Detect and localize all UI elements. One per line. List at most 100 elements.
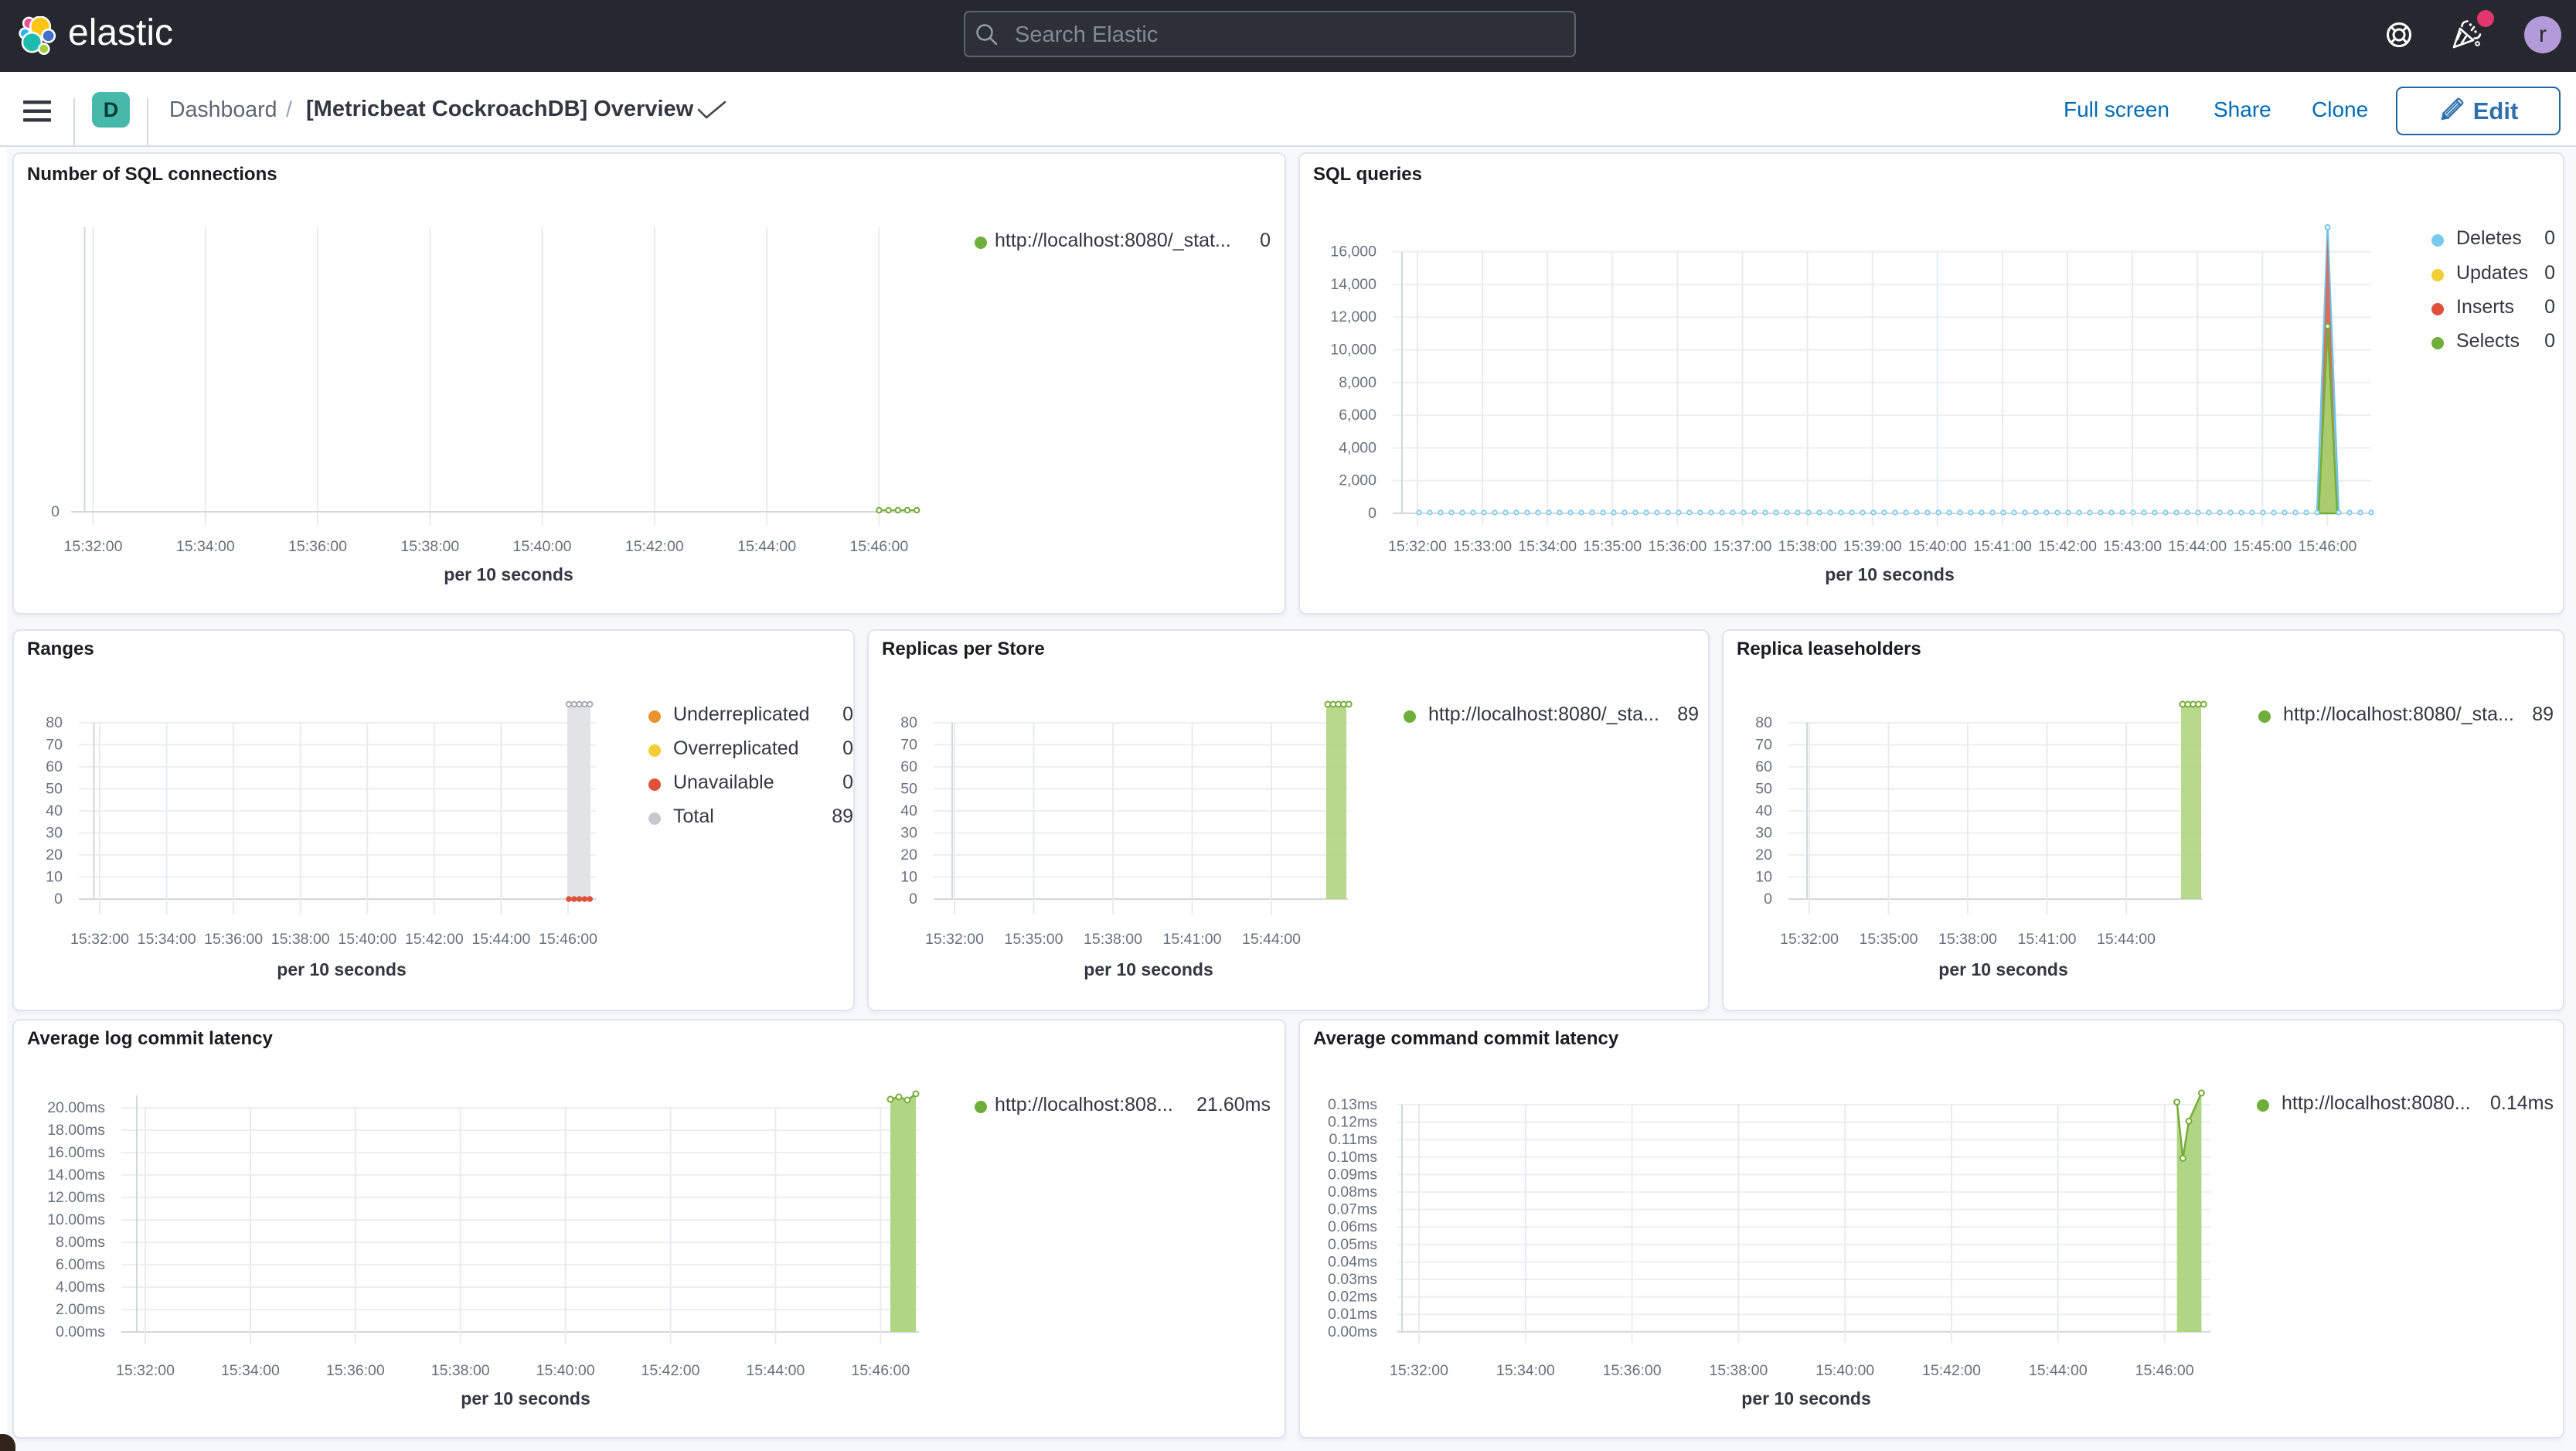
svg-text:15:44:00: 15:44:00	[2029, 1362, 2088, 1379]
svg-text:Unavailable: Unavailable	[673, 771, 774, 793]
svg-text:15:32:00: 15:32:00	[1388, 538, 1447, 555]
svg-text:70: 70	[1755, 737, 1772, 754]
svg-text:15:35:00: 15:35:00	[1860, 931, 1918, 948]
svg-text:15:44:00: 15:44:00	[737, 538, 796, 555]
svg-text:15:36:00: 15:36:00	[204, 931, 263, 948]
svg-text:15:46:00: 15:46:00	[539, 931, 597, 948]
svg-text:40: 40	[1755, 802, 1772, 819]
svg-text:Inserts: Inserts	[2456, 296, 2514, 318]
svg-text:70: 70	[46, 737, 63, 754]
svg-text:15:35:00: 15:35:00	[1583, 538, 1642, 555]
svg-text:15:46:00: 15:46:00	[2135, 1362, 2194, 1379]
svg-text:15:38:00: 15:38:00	[1938, 931, 1997, 948]
svg-text:20: 20	[900, 846, 917, 863]
svg-text:0: 0	[1368, 505, 1376, 522]
svg-text:Underreplicated: Underreplicated	[673, 703, 810, 725]
svg-text:15:39:00: 15:39:00	[1843, 538, 1902, 555]
svg-text:8,000: 8,000	[1339, 374, 1376, 391]
svg-text:15:41:00: 15:41:00	[2018, 931, 2077, 948]
svg-text:0.03ms: 0.03ms	[1328, 1271, 1377, 1288]
svg-text:http://localhost:8080/_stat...: http://localhost:8080/_stat...	[995, 230, 1231, 251]
svg-text:Average command commit latency: Average command commit latency	[1313, 1028, 1619, 1049]
svg-text:60: 60	[1755, 758, 1772, 775]
svg-text:15:46:00: 15:46:00	[2298, 538, 2357, 555]
svg-text:Number of SQL connections: Number of SQL connections	[27, 164, 277, 185]
svg-text:80: 80	[900, 714, 917, 731]
svg-text:70: 70	[900, 737, 917, 754]
svg-text:0.12ms: 0.12ms	[1328, 1114, 1377, 1131]
svg-text:0.08ms: 0.08ms	[1328, 1184, 1377, 1201]
svg-text:89: 89	[2532, 703, 2554, 725]
svg-text:0.14ms: 0.14ms	[2490, 1092, 2554, 1114]
svg-text:6.00ms: 6.00ms	[56, 1256, 105, 1273]
svg-text:0.10ms: 0.10ms	[1328, 1149, 1377, 1166]
svg-text:Replica leaseholders: Replica leaseholders	[1737, 639, 1921, 659]
svg-text:40: 40	[900, 802, 917, 819]
svg-text:50: 50	[46, 781, 63, 798]
svg-text:15:32:00: 15:32:00	[70, 931, 129, 948]
svg-text:16.00ms: 16.00ms	[47, 1144, 105, 1161]
svg-text:15:32:00: 15:32:00	[64, 538, 123, 555]
svg-text:15:42:00: 15:42:00	[405, 931, 464, 948]
svg-text:per 10 seconds: per 10 seconds	[1084, 959, 1213, 979]
svg-text:21.60ms: 21.60ms	[1196, 1094, 1271, 1115]
svg-text:15:44:00: 15:44:00	[471, 931, 530, 948]
svg-text:0: 0	[842, 737, 853, 759]
svg-text:30: 30	[1755, 825, 1772, 842]
svg-text:0.11ms: 0.11ms	[1329, 1131, 1378, 1148]
svg-text:15:34:00: 15:34:00	[1496, 1362, 1555, 1379]
svg-text:per 10 seconds: per 10 seconds	[444, 564, 573, 584]
svg-text:15:36:00: 15:36:00	[1603, 1362, 1662, 1379]
svg-text:Updates: Updates	[2456, 262, 2528, 284]
svg-text:0: 0	[51, 503, 60, 520]
svg-text:6,000: 6,000	[1339, 407, 1376, 424]
svg-text:http://localhost:8080/_sta...: http://localhost:8080/_sta...	[2283, 703, 2514, 725]
svg-text:0: 0	[1764, 891, 1772, 908]
svg-text:per 10 seconds: per 10 seconds	[1741, 1388, 1870, 1408]
svg-text:15:38:00: 15:38:00	[431, 1362, 490, 1379]
svg-text:2.00ms: 2.00ms	[56, 1301, 105, 1318]
svg-text:0.04ms: 0.04ms	[1328, 1253, 1377, 1270]
svg-text:per 10 seconds: per 10 seconds	[1825, 564, 1954, 584]
svg-text:15:44:00: 15:44:00	[746, 1362, 805, 1379]
svg-text:20: 20	[1755, 846, 1772, 863]
svg-text:10: 10	[46, 869, 63, 886]
svg-text:Total: Total	[673, 806, 714, 827]
svg-text:89: 89	[832, 806, 853, 827]
svg-text:30: 30	[46, 825, 63, 842]
svg-text:http://localhost:8080/_sta...: http://localhost:8080/_sta...	[1428, 703, 1659, 725]
svg-text:80: 80	[1755, 714, 1772, 731]
svg-text:0.09ms: 0.09ms	[1328, 1166, 1377, 1183]
svg-text:10.00ms: 10.00ms	[47, 1211, 105, 1228]
svg-text:14.00ms: 14.00ms	[47, 1167, 105, 1184]
svg-text:15:44:00: 15:44:00	[2168, 538, 2227, 555]
svg-text:2,000: 2,000	[1339, 472, 1376, 489]
svg-text:80: 80	[46, 714, 63, 731]
svg-text:60: 60	[900, 758, 917, 775]
svg-text:per 10 seconds: per 10 seconds	[461, 1388, 590, 1408]
svg-text:15:42:00: 15:42:00	[1922, 1362, 1981, 1379]
svg-text:20: 20	[46, 846, 63, 863]
svg-text:per 10 seconds: per 10 seconds	[1938, 959, 2067, 979]
svg-text:0: 0	[2544, 262, 2555, 284]
svg-text:Average log commit latency: Average log commit latency	[27, 1028, 274, 1049]
svg-text:0.07ms: 0.07ms	[1328, 1201, 1377, 1218]
svg-text:15:33:00: 15:33:00	[1453, 538, 1512, 555]
svg-text:15:38:00: 15:38:00	[271, 931, 330, 948]
svg-text:15:45:00: 15:45:00	[2233, 538, 2292, 555]
svg-text:12,000: 12,000	[1330, 308, 1376, 325]
svg-text:50: 50	[1755, 781, 1772, 798]
svg-text:0: 0	[54, 891, 63, 908]
svg-text:4.00ms: 4.00ms	[56, 1279, 105, 1296]
svg-text:15:34:00: 15:34:00	[138, 931, 196, 948]
svg-text:15:32:00: 15:32:00	[1780, 931, 1839, 948]
svg-text:60: 60	[46, 758, 63, 775]
svg-text:http://localhost:8080...: http://localhost:8080...	[2282, 1092, 2471, 1114]
svg-text:4,000: 4,000	[1339, 439, 1376, 456]
svg-text:http://localhost:808...: http://localhost:808...	[995, 1094, 1173, 1115]
svg-text:0.02ms: 0.02ms	[1328, 1289, 1377, 1306]
svg-text:15:40:00: 15:40:00	[1815, 1362, 1874, 1379]
svg-text:0: 0	[1260, 230, 1271, 251]
svg-text:12.00ms: 12.00ms	[47, 1189, 105, 1206]
svg-text:0.13ms: 0.13ms	[1328, 1096, 1377, 1113]
